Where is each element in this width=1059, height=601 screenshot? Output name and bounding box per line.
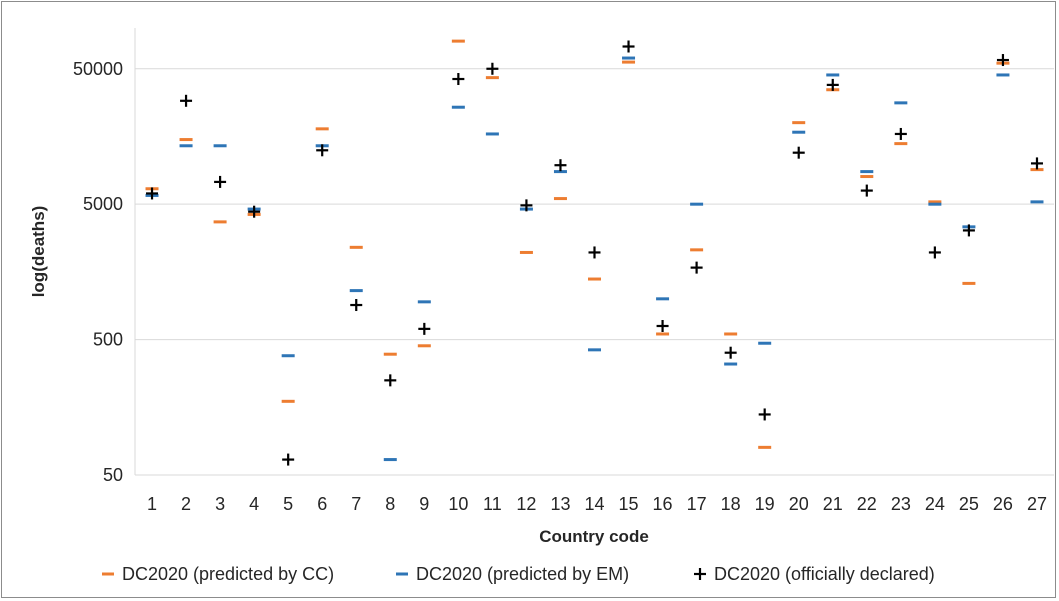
x-tick-label: 7 [351, 494, 361, 514]
data-point-series-3 [962, 224, 975, 237]
y-tick-labels: 50 500 5000 50000 [73, 59, 123, 485]
x-tick-label: 19 [755, 494, 775, 514]
x-tick-label: 27 [1027, 494, 1047, 514]
legend-label: DC2020 (predicted by CC) [122, 564, 334, 584]
legend-item-2: DC2020 (predicted by EM) [396, 564, 629, 584]
data-point-series-3 [826, 78, 839, 91]
data-point-series-3 [1030, 157, 1043, 170]
data-marks [145, 39, 1044, 466]
data-point-series-3 [282, 453, 295, 466]
data-point-series-3 [418, 322, 431, 335]
gridlines [135, 68, 1054, 476]
x-tick-label: 16 [653, 494, 673, 514]
data-point-series-3 [248, 205, 261, 218]
x-tick-label: 21 [823, 494, 843, 514]
legend: DC2020 (predicted by CC) DC2020 (predicte… [102, 564, 935, 584]
x-tick-label: 2 [181, 494, 191, 514]
data-point-series-3 [486, 62, 499, 75]
data-point-series-3 [180, 94, 193, 107]
y-tick-label: 5000 [83, 194, 123, 214]
data-point-series-3 [792, 146, 805, 159]
data-point-series-3 [690, 261, 703, 274]
legend-label: DC2020 (officially declared) [714, 564, 935, 584]
data-point-series-3 [146, 187, 159, 200]
data-point-series-3 [656, 319, 669, 332]
x-tick-label: 22 [857, 494, 877, 514]
data-point-series-3 [724, 346, 737, 359]
x-tick-label: 13 [550, 494, 570, 514]
x-tick-label: 26 [993, 494, 1013, 514]
y-axis-title: log(deaths) [29, 206, 48, 298]
data-point-series-3 [622, 40, 635, 53]
data-point-series-3 [520, 199, 533, 212]
legend-item-1: DC2020 (predicted by CC) [102, 564, 334, 584]
x-tick-label: 6 [317, 494, 327, 514]
data-point-series-3 [316, 144, 329, 157]
data-point-series-3 [452, 73, 465, 86]
data-point-series-3 [996, 54, 1009, 67]
x-tick-label: 1 [147, 494, 157, 514]
x-tick-label: 3 [215, 494, 225, 514]
x-tick-label: 24 [925, 494, 945, 514]
x-tick-label: 9 [419, 494, 429, 514]
y-tick-label: 500 [93, 330, 123, 350]
x-tick-label: 11 [483, 494, 502, 514]
x-tick-label: 20 [789, 494, 809, 514]
x-tick-label: 23 [891, 494, 911, 514]
x-tick-label: 25 [959, 494, 979, 514]
data-point-series-3 [894, 127, 907, 140]
x-tick-label: 17 [687, 494, 707, 514]
data-point-series-3 [928, 246, 941, 259]
y-tick-label: 50 [103, 465, 123, 485]
x-tick-label: 18 [721, 494, 741, 514]
x-tick-label: 10 [448, 494, 468, 514]
x-tick-label: 8 [385, 494, 395, 514]
x-tick-label: 14 [584, 494, 604, 514]
x-tick-label: 12 [516, 494, 536, 514]
x-tick-label: 4 [249, 494, 259, 514]
x-axis-title: Country code [539, 527, 649, 546]
data-point-series-3 [588, 246, 601, 259]
x-tick-label: 15 [619, 494, 639, 514]
x-tick-label: 5 [283, 494, 293, 514]
legend-item-3: DC2020 (officially declared) [694, 564, 935, 584]
data-point-series-3 [554, 159, 567, 172]
legend-label: DC2020 (predicted by EM) [416, 564, 629, 584]
data-point-series-3 [758, 408, 771, 421]
data-point-series-3 [350, 299, 363, 312]
data-point-series-3 [860, 184, 873, 197]
x-tick-labels: 1 2 3 4 5 6 7 8 9 10 11 12 13 14 15 16 17 18 19 20 21 22 23 24 2… [147, 494, 1047, 514]
data-point-series-3 [214, 175, 227, 188]
y-tick-label: 50000 [73, 59, 123, 79]
legend-marker [694, 568, 706, 580]
data-point-series-3 [384, 374, 397, 387]
